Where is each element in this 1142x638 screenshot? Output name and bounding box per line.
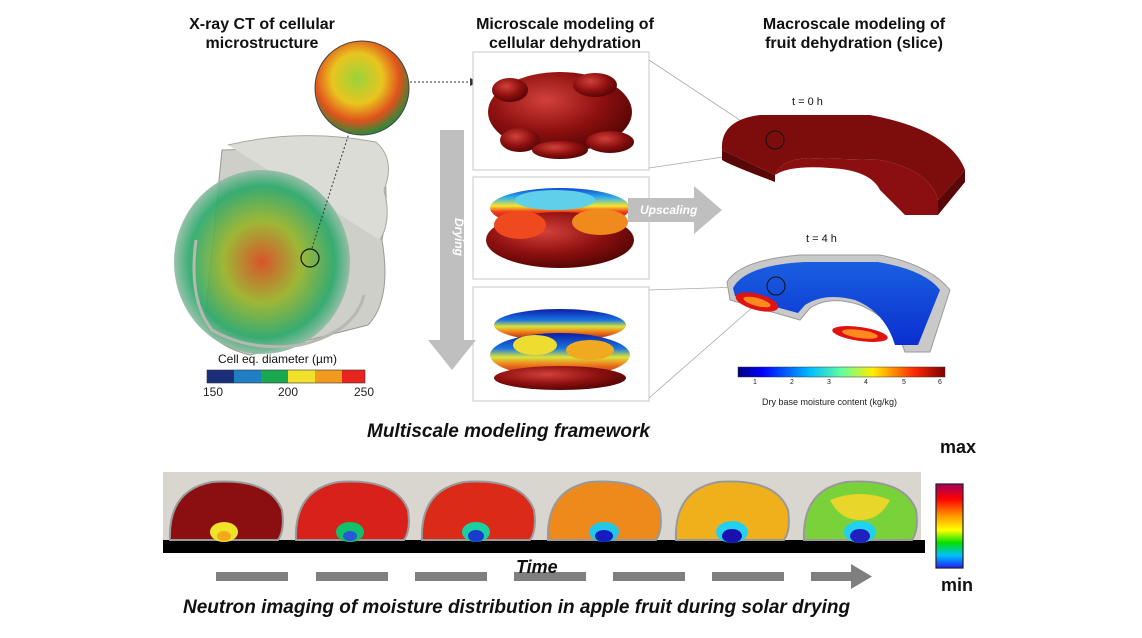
micro-panel-3 <box>472 286 650 402</box>
microstructure-sphere <box>314 40 478 136</box>
header-microscale: Microscale modeling of cellular dehydrat… <box>476 16 654 52</box>
neutron-colorbar <box>935 483 964 569</box>
neutron-title: Neutron imaging of moisture distribution… <box>183 597 851 618</box>
neutron-frame-1 <box>168 480 284 542</box>
moisture-tick: 1 <box>753 379 757 386</box>
drying-label: Drying <box>452 218 466 257</box>
time-label-t0: t = 0 h <box>792 96 823 108</box>
header-xray-ct: X-ray CT of cellular microstructure <box>189 16 335 52</box>
drying-arrow <box>428 130 476 370</box>
cell-scale-tick: 200 <box>278 385 299 399</box>
header-macroscale: Macroscale modeling of fruit dehydration… <box>762 16 946 52</box>
neutron-strip <box>163 472 925 553</box>
time-label-t4: t = 4 h <box>806 233 837 245</box>
cell-scale-title: Cell eq. diameter (µm) <box>218 352 337 366</box>
cell-scale-tick: 250 <box>354 385 375 399</box>
neutron-frame-3 <box>420 480 536 542</box>
cell-scale-tick: 150 <box>203 385 224 399</box>
macro-slice-t4 <box>726 254 951 353</box>
macro-slice-t0 <box>721 115 965 215</box>
ct-sample <box>174 123 389 356</box>
neutron-frame-4 <box>546 480 662 542</box>
time-label: Time <box>516 557 558 577</box>
neutron-scale-min: min <box>941 575 974 595</box>
neutron-frame-5 <box>674 480 790 543</box>
moisture-tick: 3 <box>827 379 831 386</box>
neutron-scale-max: max <box>940 437 977 457</box>
projection-lines <box>648 59 771 399</box>
upscaling-label: Upscaling <box>640 203 698 217</box>
neutron-frame-6 <box>802 480 918 543</box>
moisture-tick: 2 <box>790 379 794 386</box>
time-arrow <box>216 564 872 589</box>
micro-panel-2 <box>472 176 650 280</box>
neutron-frame-2 <box>294 480 410 542</box>
moisture-scale-title: Dry base moisture content (kg/kg) <box>762 397 898 407</box>
upscaling-arrow <box>628 186 722 234</box>
micro-panel-1 <box>472 51 650 171</box>
moisture-tick: 6 <box>938 379 942 386</box>
moisture-colorbar <box>737 366 946 378</box>
cell-diameter-scale <box>206 369 366 384</box>
moisture-tick: 5 <box>902 379 906 386</box>
framework-title: Multiscale modeling framework <box>367 421 650 442</box>
moisture-tick: 4 <box>864 379 868 386</box>
